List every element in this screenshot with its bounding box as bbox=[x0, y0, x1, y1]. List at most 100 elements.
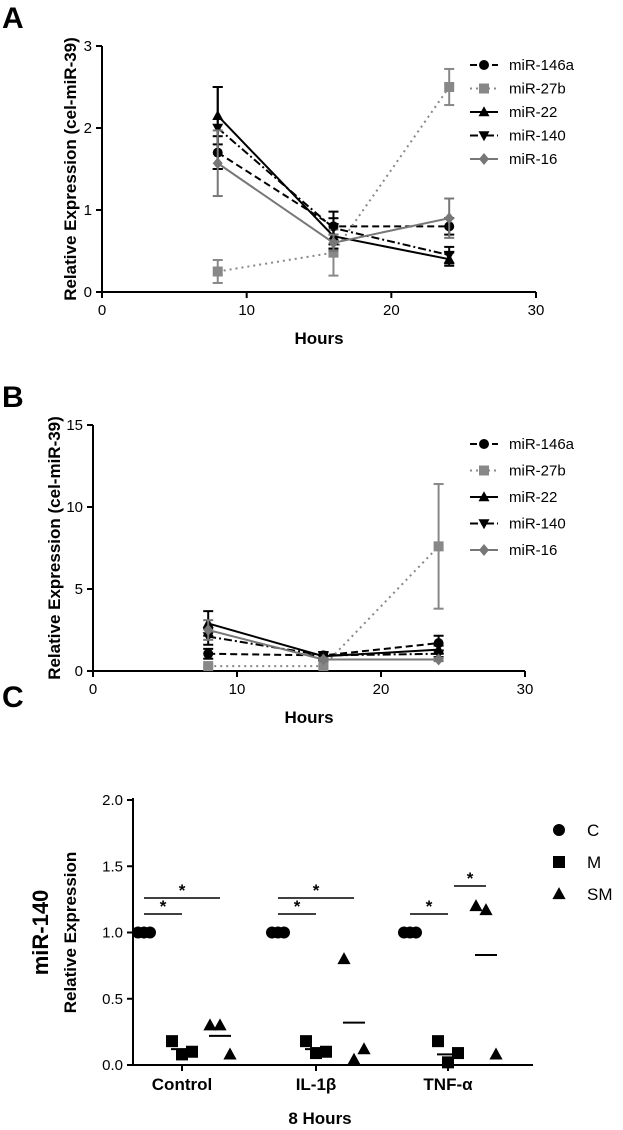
data-point bbox=[328, 236, 339, 249]
legend-marker bbox=[478, 491, 490, 502]
legend-label: miR-27b bbox=[509, 81, 566, 98]
series-line bbox=[208, 545, 440, 668]
legend-label: miR-27b bbox=[509, 463, 566, 480]
data-point bbox=[318, 653, 329, 666]
y-tick-label: 2.0 bbox=[102, 792, 123, 809]
data-point bbox=[186, 1045, 198, 1058]
data-point bbox=[300, 1035, 312, 1048]
x-tick-label: 30 bbox=[517, 681, 534, 698]
y-tick-label: 15 bbox=[66, 417, 83, 434]
y-tick-label: 10 bbox=[66, 499, 83, 516]
panel-c-chart: C 0.0 0.5 1.0 1.5 2.0 Control IL-1β TNF-α 8 Hours… bbox=[2, 681, 613, 1128]
data-point bbox=[328, 247, 339, 258]
series-miR-16 bbox=[203, 619, 444, 666]
data-point bbox=[489, 1047, 503, 1060]
data-point bbox=[223, 1047, 237, 1060]
legend-marker bbox=[478, 131, 490, 142]
legend-marker bbox=[553, 824, 565, 836]
legend-marker bbox=[479, 544, 489, 556]
data-point bbox=[347, 1052, 361, 1065]
data-point bbox=[432, 1035, 444, 1048]
data-point bbox=[357, 1042, 371, 1055]
legend-label: miR-140 bbox=[509, 516, 566, 533]
x-tick-label: 20 bbox=[383, 302, 400, 319]
data-point bbox=[213, 1018, 227, 1031]
y-axis-label: Relative Expression bbox=[61, 852, 80, 1014]
legend-label: C bbox=[587, 821, 599, 840]
data-point bbox=[203, 1018, 217, 1031]
series-miR-27b bbox=[203, 483, 444, 672]
category-label: IL-1β bbox=[296, 1075, 337, 1094]
legend-marker bbox=[479, 153, 489, 165]
data-point bbox=[203, 661, 214, 672]
x-tick-label: 30 bbox=[528, 302, 545, 319]
data-point bbox=[212, 123, 224, 134]
data-point bbox=[320, 1045, 332, 1058]
series-line bbox=[217, 127, 450, 257]
data-point bbox=[203, 648, 214, 659]
legend-label: miR-16 bbox=[509, 542, 557, 559]
legend-label: SM bbox=[587, 885, 613, 904]
x-tick-label: 0 bbox=[89, 681, 97, 698]
y-tick-label: 1.5 bbox=[102, 858, 123, 875]
data-point bbox=[203, 624, 214, 636]
significance-asterisk: * bbox=[294, 897, 301, 916]
y-tick-label: 5 bbox=[75, 581, 83, 598]
legend-marker bbox=[479, 465, 489, 476]
legend-marker bbox=[553, 856, 565, 868]
y-tick-label: 3 bbox=[84, 38, 92, 55]
legend-label: miR-140 bbox=[509, 128, 566, 145]
legend-marker bbox=[479, 83, 489, 94]
legend-marker bbox=[552, 887, 566, 900]
series-SM bbox=[203, 899, 503, 1065]
legend-label: M bbox=[587, 853, 601, 872]
legend-marker bbox=[478, 519, 490, 530]
legend-marker bbox=[478, 106, 490, 117]
x-tick-label: 20 bbox=[373, 681, 390, 698]
legend: miR-146a miR-27b miR-22 miR-140 miR-16 bbox=[470, 57, 575, 168]
y-tick-label: 1.0 bbox=[102, 925, 123, 942]
legend-label: miR-22 bbox=[509, 104, 557, 121]
significance-asterisk: * bbox=[160, 897, 167, 916]
data-point bbox=[444, 82, 455, 92]
legend-label: miR-22 bbox=[509, 489, 557, 506]
significance-asterisk: * bbox=[313, 881, 320, 900]
panel-letter: A bbox=[2, 2, 24, 35]
category-label: TNF-α bbox=[423, 1075, 473, 1094]
x-tick-label: 0 bbox=[98, 302, 106, 319]
significance-asterisk: * bbox=[179, 881, 186, 900]
y-tick-label: 1 bbox=[84, 202, 92, 219]
legend: miR-146a miR-27b miR-22 miR-140 miR-16 bbox=[470, 436, 575, 559]
data-point bbox=[444, 212, 455, 225]
data-point bbox=[337, 952, 351, 965]
significance-asterisk: * bbox=[467, 869, 474, 888]
data-point bbox=[318, 661, 329, 672]
data-point bbox=[176, 1048, 188, 1061]
significance-asterisk: * bbox=[426, 897, 433, 916]
x-tick-label: 10 bbox=[238, 302, 255, 319]
legend: CM SM bbox=[552, 821, 613, 904]
y-tick-label: 2 bbox=[84, 120, 92, 137]
panel-letter: B bbox=[2, 381, 24, 414]
series-M bbox=[166, 1035, 464, 1069]
y-axis-label: Relative Expression (cel-miR-39) bbox=[45, 416, 64, 680]
data-point bbox=[212, 266, 223, 277]
data-point bbox=[327, 223, 339, 234]
x-axis-label: Hours bbox=[294, 329, 343, 348]
y-tick-label: 0 bbox=[84, 284, 92, 301]
y-axis-label: Relative Expression (cel-miR-39) bbox=[61, 37, 80, 301]
y-tick-label: 0 bbox=[75, 663, 83, 680]
panel-letter: C bbox=[2, 681, 24, 714]
x-axis-label: 8 Hours bbox=[288, 1109, 351, 1128]
data-point bbox=[443, 250, 455, 261]
data-point bbox=[212, 157, 223, 170]
data-point bbox=[479, 903, 493, 916]
legend-marker bbox=[479, 439, 489, 449]
data-point bbox=[452, 1047, 464, 1060]
legend-label: miR-146a bbox=[509, 436, 575, 453]
y-tick-label: 0.0 bbox=[102, 1057, 123, 1074]
chart-title: miR-140 bbox=[28, 890, 53, 976]
data-point bbox=[469, 899, 483, 912]
